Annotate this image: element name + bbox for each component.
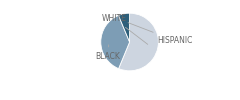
Text: BLACK: BLACK [96,45,120,62]
Text: WHITE: WHITE [101,14,148,44]
Wedge shape [101,15,130,69]
Text: HISPANIC: HISPANIC [128,23,192,45]
Legend: 56.3%, 37.5%, 6.3%: 56.3%, 37.5%, 6.3% [62,96,180,100]
Wedge shape [119,13,130,42]
Wedge shape [119,13,158,71]
